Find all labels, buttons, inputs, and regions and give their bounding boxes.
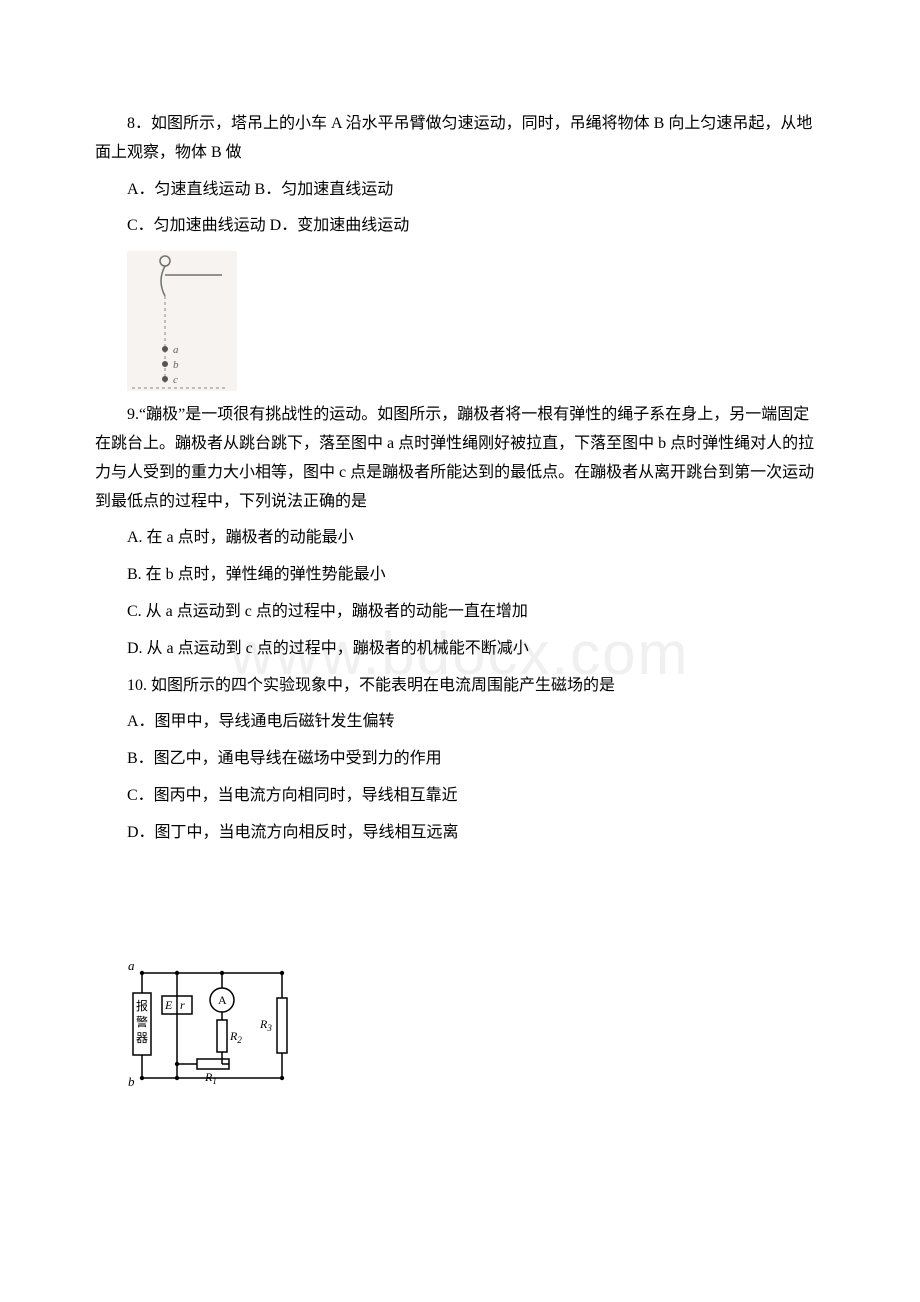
svg-text:A: A [218, 993, 227, 1007]
svg-text:报: 报 [136, 998, 148, 1013]
q8-figure: a b c [127, 251, 825, 391]
q9-option-a: A. 在 a 点时，蹦极者的动能最小 [95, 524, 825, 553]
svg-text:R2: R2 [229, 1029, 242, 1045]
svg-text:警: 警 [136, 1014, 148, 1029]
svg-text:c: c [173, 374, 178, 386]
svg-text:r: r [180, 998, 185, 1012]
circuit-figure: a b E r A R2 R1 R3 报 警 器 [127, 958, 825, 1088]
q9-option-c: C. 从 a 点运动到 c 点的过程中，蹦极者的动能一直在增加 [95, 598, 825, 627]
q10-option-b: B．图乙中，通电导线在磁场中受到力的作用 [95, 745, 825, 774]
q9-option-d: D. 从 a 点运动到 c 点的过程中，蹦极者的机械能不断减小 [95, 635, 825, 664]
svg-text:b: b [128, 1074, 135, 1088]
svg-text:a: a [128, 958, 135, 973]
svg-text:R1: R1 [204, 1070, 217, 1086]
q10-option-c: C．图丙中，当电流方向相同时，导线相互靠近 [95, 782, 825, 811]
q10-stem: 10. 如图所示的四个实验现象中，不能表明在电流周围能产生磁场的是 [95, 672, 825, 701]
q10-option-a: A．图甲中，导线通电后磁针发生偏转 [95, 708, 825, 737]
q8-option-ab: A．匀速直线运动 B．匀加速直线运动 [95, 176, 825, 205]
svg-text:a: a [173, 344, 179, 356]
q10-option-d: D．图丁中，当电流方向相反时，导线相互远离 [95, 819, 825, 848]
q9-stem: 9.“蹦极”是一项很有挑战性的运动。如图所示，蹦极者将一根有弹性的绳子系在身上，… [95, 401, 825, 516]
svg-text:器: 器 [136, 1031, 148, 1045]
page-content: 8．如图所示，塔吊上的小车 A 沿水平吊臂做匀速运动，同时，吊绳将物体 B 向上… [95, 110, 825, 1088]
q9-option-b: B. 在 b 点时，弹性绳的弹性势能最小 [95, 561, 825, 590]
q8-option-cd: C．匀加速曲线运动 D．变加速曲线运动 [95, 212, 825, 241]
svg-text:R3: R3 [259, 1017, 272, 1033]
svg-text:b: b [173, 359, 179, 371]
svg-text:E: E [164, 998, 173, 1012]
q8-stem: 8．如图所示，塔吊上的小车 A 沿水平吊臂做匀速运动，同时，吊绳将物体 B 向上… [95, 110, 825, 168]
